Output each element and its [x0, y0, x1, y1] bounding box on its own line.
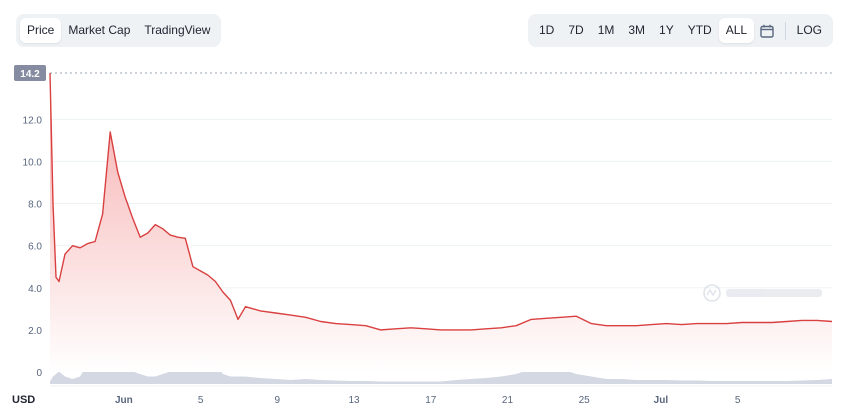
- range-3m-button[interactable]: 3M: [628, 23, 646, 37]
- y-tick-label: 14.2: [20, 69, 40, 80]
- y-tick-label: 12.0: [23, 115, 43, 126]
- range-ytd-button[interactable]: YTD: [687, 23, 712, 37]
- x-tick-label: 13: [348, 395, 360, 406]
- chart-type-tabs: Price Market Cap TradingView: [16, 14, 221, 47]
- tab-market-cap[interactable]: Market Cap: [68, 23, 131, 37]
- y-tick-label: 6.0: [28, 242, 42, 253]
- range-selector: 1D 7D 1M 3M 1Y YTD ALL LOG: [528, 14, 833, 47]
- calendar-icon[interactable]: [754, 18, 781, 43]
- x-tick-label: Jul: [654, 395, 669, 406]
- y-tick-label: 10.0: [23, 157, 43, 168]
- y-tick-label: 4.0: [28, 284, 42, 295]
- y-tick-label: 2.0: [28, 326, 42, 337]
- max-price-badge: [14, 65, 46, 81]
- x-tick-label: 21: [502, 395, 514, 406]
- x-tick-label: Jun: [115, 395, 133, 406]
- range-1y-button[interactable]: 1Y: [659, 23, 674, 37]
- range-1d-button[interactable]: 1D: [539, 23, 555, 37]
- price-line: [49, 72, 833, 331]
- x-tick-label: 9: [275, 395, 281, 406]
- x-tick-label: 5: [735, 395, 741, 406]
- x-tick-label: 5: [198, 395, 204, 406]
- tab-price[interactable]: Price: [20, 18, 62, 43]
- y-unit-label: USD: [12, 394, 35, 406]
- tab-tradingview[interactable]: TradingView: [144, 23, 211, 37]
- x-tick-label: 17: [425, 395, 437, 406]
- y-tick-label: 0: [36, 368, 42, 379]
- coinmarketcap-logo: [703, 284, 822, 302]
- x-tick-label: 25: [579, 395, 591, 406]
- log-scale-button[interactable]: LOG: [796, 23, 822, 37]
- range-all-button[interactable]: ALL: [718, 18, 755, 43]
- range-7d-button[interactable]: 7D: [568, 23, 584, 37]
- range-1m-button[interactable]: 1M: [597, 23, 615, 37]
- y-tick-label: 8.0: [28, 200, 42, 211]
- toolbar-divider: [784, 21, 786, 40]
- price-area: [50, 73, 832, 372]
